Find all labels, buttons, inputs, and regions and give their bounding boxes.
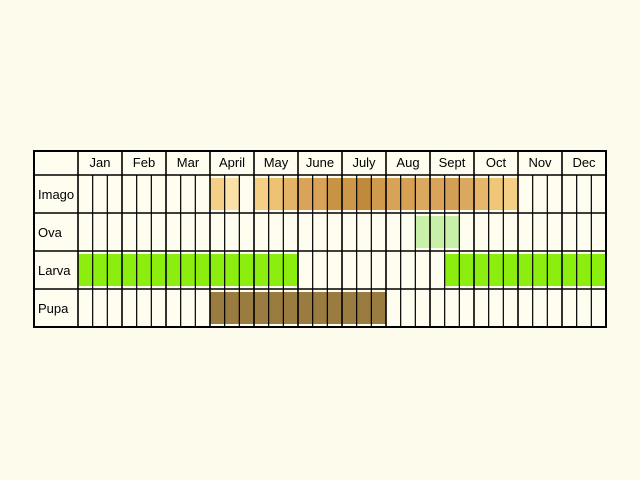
month-label-mar: Mar (177, 155, 200, 170)
imago-period-cell (210, 178, 226, 210)
imago-period-cell (283, 178, 299, 210)
month-label-sept: Sept (439, 155, 466, 170)
imago-period-cell (327, 178, 343, 210)
month-label-dec: Dec (572, 155, 596, 170)
imago-period-cell (342, 178, 358, 210)
larva-period-bar (78, 254, 298, 286)
imago-period-cell (474, 178, 490, 210)
ova-period-cell (444, 216, 460, 248)
imago-period-cell (430, 178, 446, 210)
imago-period-cell (415, 178, 431, 210)
stage-label-larva: Larva (38, 263, 71, 278)
imago-period-cell (298, 178, 314, 210)
ova-period-cell (415, 216, 431, 248)
imago-period-cell (356, 178, 372, 210)
ova-period-cell (430, 216, 446, 248)
imago-period-cell (488, 178, 504, 210)
month-label-april: April (219, 155, 245, 170)
imago-period-cell (268, 178, 284, 210)
imago-period-cell (444, 178, 460, 210)
stage-label-imago: Imago (38, 187, 74, 202)
imago-period-cell (254, 178, 270, 210)
larva-period-bar (444, 254, 606, 286)
month-label-july: July (352, 155, 376, 170)
month-label-jan: Jan (90, 155, 111, 170)
month-label-may: May (264, 155, 289, 170)
imago-period-cell (224, 178, 240, 210)
imago-period-cell (503, 178, 519, 210)
month-label-aug: Aug (396, 155, 419, 170)
imago-period-cell (400, 178, 416, 210)
month-label-june: June (306, 155, 334, 170)
stage-label-pupa: Pupa (38, 301, 69, 316)
month-label-nov: Nov (528, 155, 552, 170)
month-label-oct: Oct (486, 155, 507, 170)
month-label-feb: Feb (133, 155, 155, 170)
imago-period-cell (371, 178, 387, 210)
imago-period-cell (459, 178, 475, 210)
imago-period-cell (386, 178, 402, 210)
stage-label-ova: Ova (38, 225, 63, 240)
imago-period-cell (312, 178, 328, 210)
